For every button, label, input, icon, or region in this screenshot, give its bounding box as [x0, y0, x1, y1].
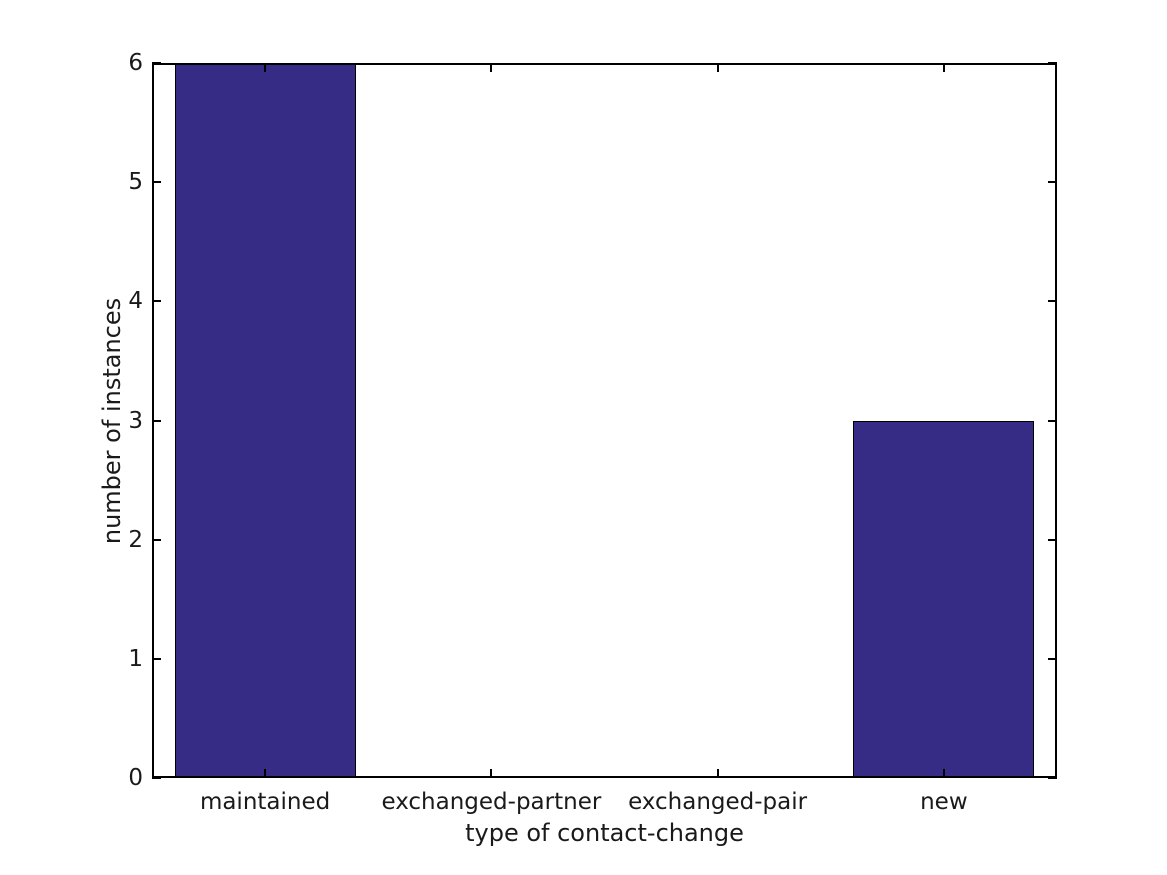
- x-tick-label-exchanged-partner: exchanged-partner: [381, 789, 602, 815]
- x-tick-top-exchanged-partner: [490, 63, 493, 72]
- plot-area: [152, 62, 1057, 779]
- x-tick-top-exchanged-pair: [716, 63, 719, 72]
- y-tick-left-4: [152, 300, 161, 303]
- y-tick-label-0: 0: [128, 765, 143, 791]
- x-tick-bottom-exchanged-partner: [490, 769, 493, 778]
- bar-new: [853, 420, 1035, 778]
- y-tick-right-2: [1048, 538, 1057, 541]
- x-tick-top-new: [942, 63, 945, 72]
- y-tick-label-4: 4: [128, 288, 143, 315]
- y-tick-left-0: [152, 777, 161, 779]
- x-tick-label-new: new: [920, 789, 968, 815]
- y-tick-label-1: 1: [128, 645, 143, 672]
- y-tick-right-1: [1048, 657, 1057, 660]
- y-tick-right-5: [1048, 181, 1057, 184]
- y-tick-left-2: [152, 538, 161, 541]
- y-tick-left-3: [152, 419, 161, 422]
- y-tick-label-6: 6: [128, 50, 143, 76]
- x-tick-bottom-new: [942, 769, 945, 778]
- x-tick-bottom-exchanged-pair: [716, 769, 719, 778]
- x-tick-bottom-maintained: [264, 769, 267, 778]
- y-tick-right-4: [1048, 300, 1057, 303]
- y-tick-label-5: 5: [128, 169, 143, 196]
- y-tick-right-0: [1048, 777, 1057, 779]
- y-tick-left-1: [152, 657, 161, 660]
- x-axis-label: type of contact-change: [465, 819, 744, 847]
- y-tick-right-3: [1048, 419, 1057, 422]
- y-tick-right-6: [1048, 62, 1057, 64]
- x-tick-label-maintained: maintained: [199, 789, 331, 815]
- y-tick-left-5: [152, 181, 161, 184]
- bar-maintained: [174, 63, 356, 778]
- x-tick-top-maintained: [264, 63, 267, 72]
- bottom-spine: [152, 776, 1057, 778]
- y-tick-left-6: [152, 62, 161, 64]
- y-tick-label-2: 2: [128, 526, 143, 553]
- top-spine: [152, 63, 1057, 65]
- y-tick-label-3: 3: [128, 407, 143, 434]
- x-tick-label-exchanged-pair: exchanged-pair: [628, 789, 808, 815]
